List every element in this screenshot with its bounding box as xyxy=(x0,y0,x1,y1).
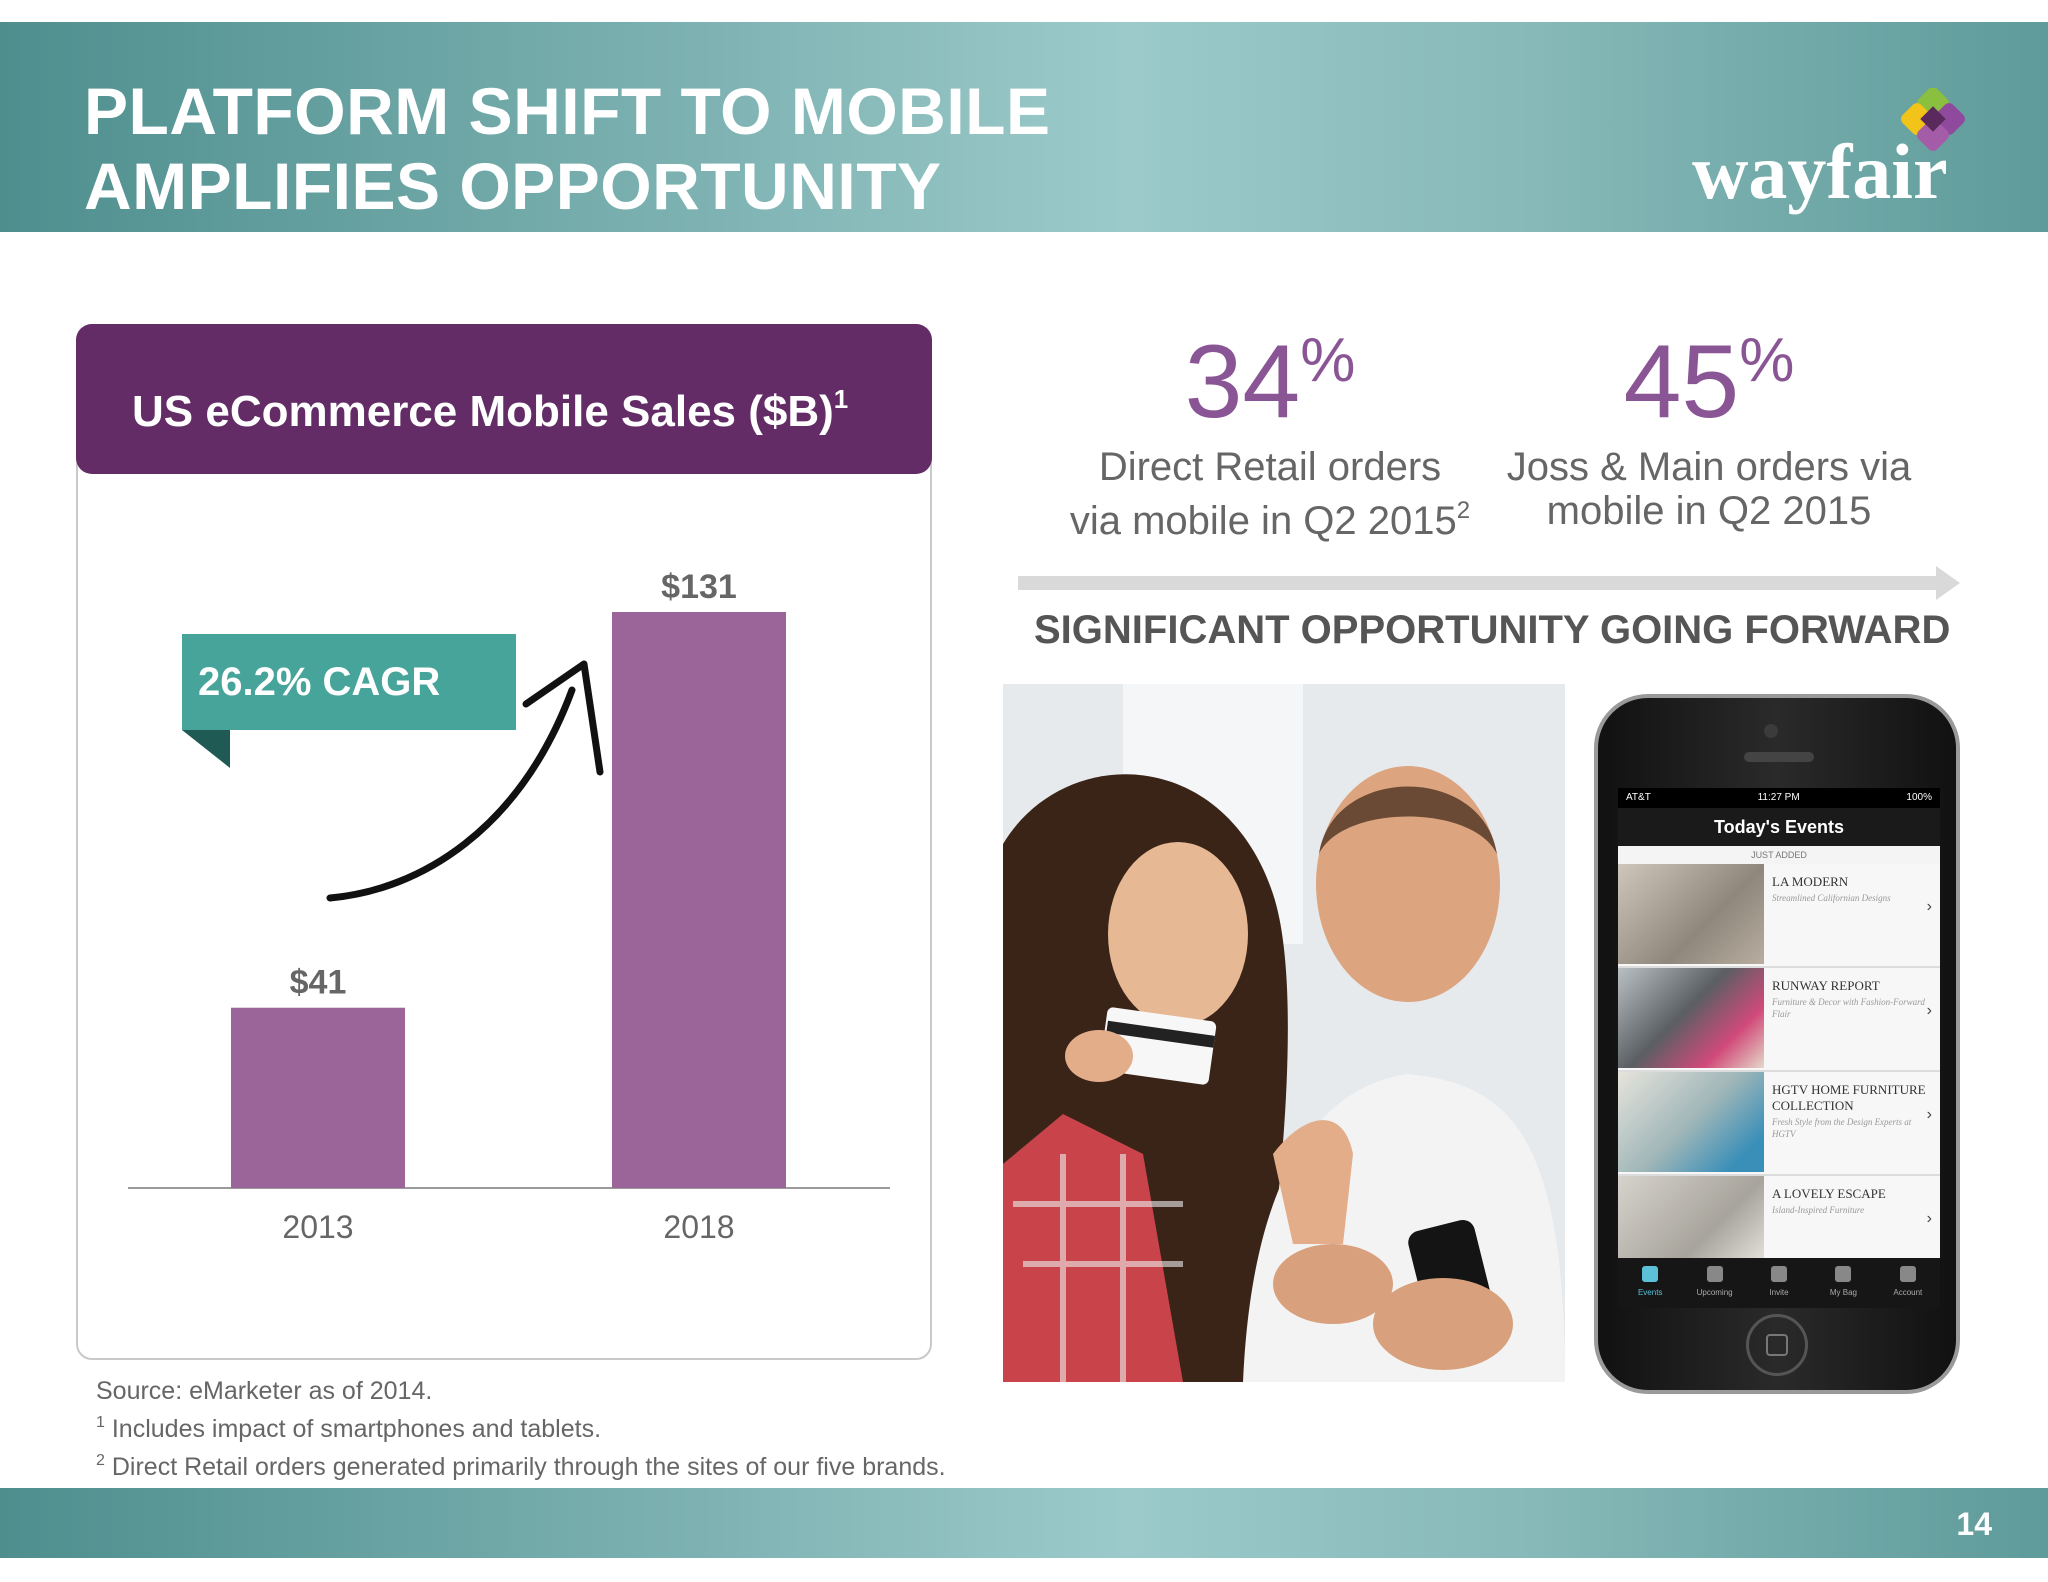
section-label: JUST ADDED xyxy=(1618,846,1940,864)
title-line-1: PLATFORM SHIFT TO MOBILE xyxy=(84,74,1051,148)
forward-arrow-icon xyxy=(1018,566,1960,600)
event-row[interactable]: HGTV HOME FURNITURE COLLECTION Fresh Sty… xyxy=(1618,1072,1940,1176)
stat-value: 45% xyxy=(1623,324,1795,440)
event-name: HGTV HOME FURNITURE COLLECTION xyxy=(1772,1082,1926,1113)
page-title: PLATFORM SHIFT TO MOBILE AMPLIFIES OPPOR… xyxy=(84,74,1051,224)
phone-camera xyxy=(1764,724,1778,738)
stat-value: 34% xyxy=(1184,324,1356,440)
tab-account[interactable]: Account xyxy=(1876,1258,1940,1308)
chevron-right-icon: › xyxy=(1926,898,1932,915)
opportunity-heading: SIGNIFICANT OPPORTUNITY GOING FORWARD xyxy=(1034,608,1951,652)
events-icon xyxy=(1642,1266,1659,1282)
tab-invite[interactable]: Invite xyxy=(1747,1258,1811,1308)
footer-banner: 14 xyxy=(0,1488,2048,1558)
tab-events[interactable]: Events xyxy=(1618,1258,1682,1308)
app-title: Today's Events xyxy=(1618,808,1940,846)
chart-title-bar: US eCommerce Mobile Sales ($B)1 xyxy=(76,324,932,474)
couple-illustration xyxy=(1003,684,1565,1382)
bag-icon xyxy=(1835,1266,1852,1282)
footnote-1: 1 Includes impact of smartphones and tab… xyxy=(96,1414,602,1443)
event-subtitle: Fresh Style from the Design Experts at H… xyxy=(1772,1117,1912,1139)
bar-2013 xyxy=(231,1007,405,1188)
tab-my-bag[interactable]: My Bag xyxy=(1811,1258,1875,1308)
chevron-right-icon: › xyxy=(1926,1210,1932,1227)
chevron-right-icon: › xyxy=(1926,1106,1932,1123)
stat-label: Joss & Main orders via mobile in Q2 2015 xyxy=(1506,445,1912,533)
event-info: HGTV HOME FURNITURE COLLECTION Fresh Sty… xyxy=(1764,1072,1940,1174)
phone-screen: AT&T 11:27 PM 100% Today's Events JUST A… xyxy=(1618,788,1940,1308)
event-name: A LOVELY ESCAPE xyxy=(1772,1186,1886,1201)
person-icon xyxy=(1899,1266,1916,1282)
calendar-icon xyxy=(1706,1266,1723,1282)
event-name: RUNWAY REPORT xyxy=(1772,978,1880,993)
couple-shopping-photo xyxy=(1003,684,1565,1382)
source-note: Source: eMarketer as of 2014. xyxy=(96,1377,433,1405)
tab-upcoming[interactable]: Upcoming xyxy=(1682,1258,1746,1308)
growth-arrow-icon xyxy=(326,686,576,902)
event-thumbnail xyxy=(1618,968,1764,1068)
data-label-2018: $131 xyxy=(661,568,737,606)
growth-arrow-head-icon xyxy=(522,660,604,776)
footnote-2: 2 Direct Retail orders generated primari… xyxy=(96,1452,946,1481)
header-banner: PLATFORM SHIFT TO MOBILE AMPLIFIES OPPOR… xyxy=(0,22,2048,232)
event-info: LA MODERN Streamlined Californian Design… xyxy=(1764,864,1940,966)
stat-label: Direct Retail orders via mobile in Q2 20… xyxy=(1069,445,1471,543)
event-subtitle: Island-Inspired Furniture xyxy=(1772,1205,1865,1215)
wayfair-petal-logo-icon xyxy=(1901,88,1965,151)
envelope-icon xyxy=(1771,1266,1788,1282)
event-subtitle: Streamlined Californian Designs xyxy=(1772,893,1891,903)
page-number: 14 xyxy=(1956,1506,1992,1542)
title-line-2: AMPLIFIES OPPORTUNITY xyxy=(84,149,942,223)
chart-title-superscript: 1 xyxy=(833,384,849,414)
cagr-label: 26.2% CAGR xyxy=(198,660,441,704)
event-info: A LOVELY ESCAPE Island-Inspired Furnitur… xyxy=(1764,1176,1940,1278)
event-info: RUNWAY REPORT Furniture & Decor with Fas… xyxy=(1764,968,1940,1070)
data-label-2013: $41 xyxy=(290,964,347,1002)
event-row[interactable]: LA MODERN Streamlined Californian Design… xyxy=(1618,864,1940,968)
stat-joss-main: 45% Joss & Main orders via mobile in Q2 … xyxy=(1494,306,1924,533)
phone-speaker xyxy=(1744,752,1814,762)
phone-mockup: AT&T 11:27 PM 100% Today's Events JUST A… xyxy=(1594,694,1960,1394)
cagr-callout: 26.2% CAGR xyxy=(182,634,516,768)
event-name: LA MODERN xyxy=(1772,874,1849,889)
event-row[interactable]: RUNWAY REPORT Furniture & Decor with Fas… xyxy=(1618,968,1940,1072)
battery-level: 100% xyxy=(1906,792,1932,803)
cagr-callout-fold xyxy=(182,730,230,768)
footnotes: Source: eMarketer as of 2014. 1 Includes… xyxy=(96,1376,946,1483)
clock: 11:27 PM xyxy=(1757,792,1800,803)
wayfair-logo: wayfair xyxy=(1688,84,1998,224)
tick-label-2013: 2013 xyxy=(282,1209,353,1245)
stat-direct-retail: 34% Direct Retail orders via mobile in Q… xyxy=(1050,306,1490,543)
home-button xyxy=(1746,1314,1808,1376)
event-thumbnail xyxy=(1618,1072,1764,1172)
carrier-label: AT&T xyxy=(1626,792,1651,803)
chevron-right-icon: › xyxy=(1926,1002,1932,1019)
status-bar: AT&T 11:27 PM 100% xyxy=(1618,788,1940,808)
tab-bar: Events Upcoming Invite My Bag Account xyxy=(1618,1258,1940,1308)
tick-label-2018: 2018 xyxy=(663,1209,734,1245)
bar-2018 xyxy=(612,612,786,1188)
chart-title: US eCommerce Mobile Sales ($B)1 xyxy=(132,384,849,436)
event-subtitle: Furniture & Decor with Fashion-Forward F… xyxy=(1772,997,1925,1019)
event-thumbnail xyxy=(1618,864,1764,964)
wayfair-wordmark: wayfair xyxy=(1692,128,1948,215)
